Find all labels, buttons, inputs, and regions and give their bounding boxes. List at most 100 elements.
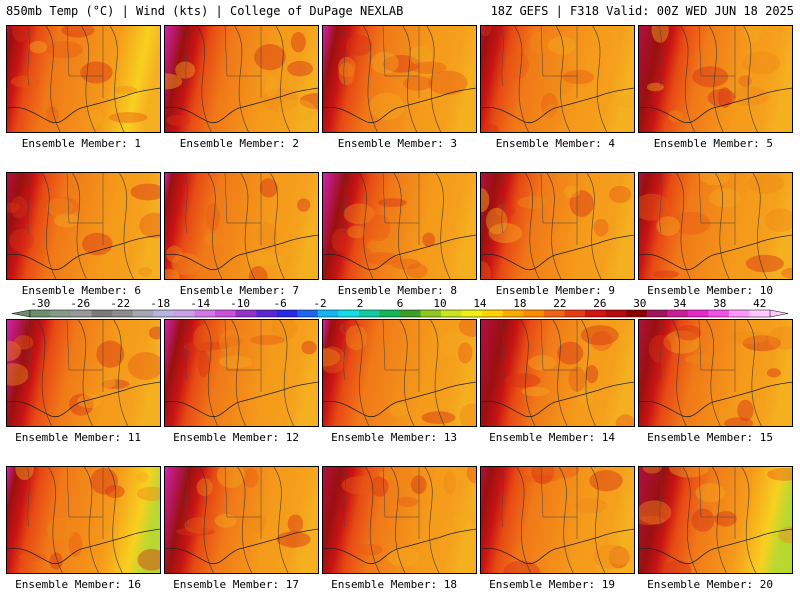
colorbar-tick-label: -6 bbox=[273, 297, 286, 310]
ensemble-member-label: Ensemble Member: 6 bbox=[21, 284, 141, 297]
ensemble-panel bbox=[322, 25, 477, 133]
colorbar-swatch bbox=[441, 310, 462, 317]
colorbar-tick-label: -2 bbox=[313, 297, 326, 310]
colorbar-tick-label: 42 bbox=[753, 297, 766, 310]
ensemble-panel bbox=[6, 319, 161, 427]
ensemble-panel bbox=[322, 466, 477, 574]
temperature-map bbox=[7, 26, 160, 132]
temperature-map bbox=[639, 26, 792, 132]
ensemble-member-label: Ensemble Member: 5 bbox=[653, 137, 773, 150]
colorbar-swatch bbox=[256, 310, 277, 317]
ensemble-panel bbox=[480, 25, 635, 133]
colorbar-swatch bbox=[400, 310, 421, 317]
ensemble-member-label: Ensemble Member: 9 bbox=[495, 284, 615, 297]
ensemble-member-label: Ensemble Member: 17 bbox=[173, 578, 299, 591]
colorbar-swatch bbox=[749, 310, 771, 317]
colorbar-tick-label: -18 bbox=[150, 297, 170, 310]
colorbar-swatch bbox=[132, 310, 154, 317]
colorbar-swatch bbox=[112, 310, 134, 317]
colorbar-swatch bbox=[317, 310, 339, 317]
ensemble-panel bbox=[164, 25, 319, 133]
colorbar-swatch bbox=[461, 310, 483, 317]
ensemble-member-label: Ensemble Member: 20 bbox=[647, 578, 773, 591]
temperature-map bbox=[7, 467, 160, 573]
colorbar-swatch bbox=[194, 310, 216, 317]
ensemble-panel bbox=[480, 319, 635, 427]
colorbar-tick-label: 18 bbox=[513, 297, 526, 310]
ensemble-member-label: Ensemble Member: 15 bbox=[647, 431, 773, 444]
colorbar-tick-label: 14 bbox=[473, 297, 487, 310]
colorbar-tick-label: -26 bbox=[70, 297, 90, 310]
temperature-map bbox=[7, 173, 160, 279]
ensemble-panel bbox=[322, 172, 477, 280]
ensemble-member-label: Ensemble Member: 10 bbox=[647, 284, 773, 297]
colorbar-tick-label: 30 bbox=[633, 297, 646, 310]
temperature-map bbox=[165, 173, 318, 279]
ensemble-panel bbox=[164, 466, 319, 574]
model-run-info: 18Z GEFS | F318 Valid: 00Z WED JUN 18 20… bbox=[490, 4, 794, 18]
colorbar-swatch bbox=[728, 310, 750, 317]
temperature-colorbar: -30 -26 -22 -18 -14 -10 -6 -2 2 6 10 14 18 22 26 30 34 38… bbox=[11, 297, 789, 318]
ensemble-member-label: Ensemble Member: 11 bbox=[15, 431, 141, 444]
colorbar-swatch bbox=[379, 310, 401, 317]
colorbar-tick-label: 2 bbox=[357, 297, 364, 310]
temperature-map bbox=[323, 467, 476, 573]
colorbar-swatch bbox=[420, 310, 442, 317]
ensemble-member-label: Ensemble Member: 14 bbox=[489, 431, 615, 444]
ensemble-panel bbox=[638, 466, 793, 574]
temperature-map bbox=[639, 320, 792, 426]
colorbar-tick-label: -10 bbox=[230, 297, 250, 310]
colorbar-swatch bbox=[585, 310, 606, 317]
temperature-map bbox=[7, 320, 160, 426]
colorbar-swatch bbox=[626, 310, 647, 317]
map-title: 850mb Temp (°C) | Wind (kts) | College o… bbox=[6, 4, 404, 18]
ensemble-member-label: Ensemble Member: 18 bbox=[331, 578, 457, 591]
temperature-map bbox=[323, 320, 476, 426]
colorbar-swatch bbox=[91, 310, 113, 317]
colorbar-swatch bbox=[708, 310, 730, 317]
temperature-map bbox=[165, 26, 318, 132]
ensemble-panel bbox=[6, 466, 161, 574]
colorbar-swatch bbox=[502, 310, 524, 317]
colorbar-swatch bbox=[173, 310, 195, 317]
ensemble-member-label: Ensemble Member: 2 bbox=[179, 137, 299, 150]
ensemble-member-label: Ensemble Member: 7 bbox=[179, 284, 299, 297]
colorbar-tick-label: 6 bbox=[397, 297, 404, 310]
ensemble-member-label: Ensemble Member: 16 bbox=[15, 578, 141, 591]
ensemble-member-label: Ensemble Member: 19 bbox=[489, 578, 615, 591]
ensemble-panel bbox=[638, 319, 793, 427]
colorbar-swatch bbox=[667, 310, 689, 317]
colorbar-min-arrow bbox=[11, 309, 31, 318]
ensemble-panel bbox=[6, 172, 161, 280]
colorbar-swatch bbox=[276, 310, 298, 317]
ensemble-panel bbox=[164, 319, 319, 427]
temperature-map bbox=[639, 173, 792, 279]
colorbar-swatch bbox=[153, 310, 175, 317]
ensemble-member-label: Ensemble Member: 12 bbox=[173, 431, 299, 444]
colorbar-swatch bbox=[543, 310, 565, 317]
ensemble-panel bbox=[6, 25, 161, 133]
colorbar-tick-label: 10 bbox=[433, 297, 446, 310]
colorbar-swatch bbox=[358, 310, 380, 317]
temperature-map bbox=[639, 467, 792, 573]
ensemble-member-label: Ensemble Member: 1 bbox=[21, 137, 141, 150]
colorbar-tick-label: -22 bbox=[110, 297, 130, 310]
ensemble-panel bbox=[638, 25, 793, 133]
temperature-map bbox=[323, 173, 476, 279]
colorbar-swatch bbox=[71, 310, 92, 317]
colorbar-swatch bbox=[523, 310, 545, 317]
temperature-map bbox=[323, 26, 476, 132]
ensemble-panel bbox=[480, 466, 635, 574]
temperature-map bbox=[481, 467, 634, 573]
colorbar-swatch bbox=[605, 310, 627, 317]
ensemble-member-label: Ensemble Member: 3 bbox=[337, 137, 457, 150]
colorbar-max-arrow bbox=[769, 309, 789, 318]
colorbar-swatch bbox=[646, 310, 668, 317]
colorbar-swatch bbox=[235, 310, 257, 317]
colorbar-swatch bbox=[687, 310, 709, 317]
colorbar-swatch bbox=[215, 310, 236, 317]
colorbar-swatch bbox=[338, 310, 360, 317]
temperature-map bbox=[165, 320, 318, 426]
ensemble-member-label: Ensemble Member: 13 bbox=[331, 431, 457, 444]
colorbar-tick-label: 38 bbox=[713, 297, 726, 310]
